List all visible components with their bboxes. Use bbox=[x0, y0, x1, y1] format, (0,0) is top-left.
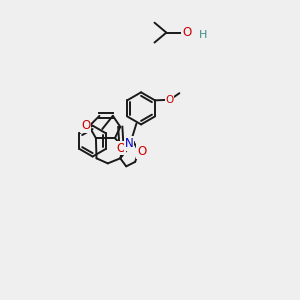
Text: O: O bbox=[116, 142, 126, 155]
Text: O: O bbox=[81, 119, 90, 132]
Text: O: O bbox=[166, 95, 174, 105]
Text: H: H bbox=[199, 30, 207, 40]
Text: O: O bbox=[182, 26, 191, 39]
Text: O: O bbox=[137, 145, 146, 158]
Text: N: N bbox=[125, 137, 134, 150]
